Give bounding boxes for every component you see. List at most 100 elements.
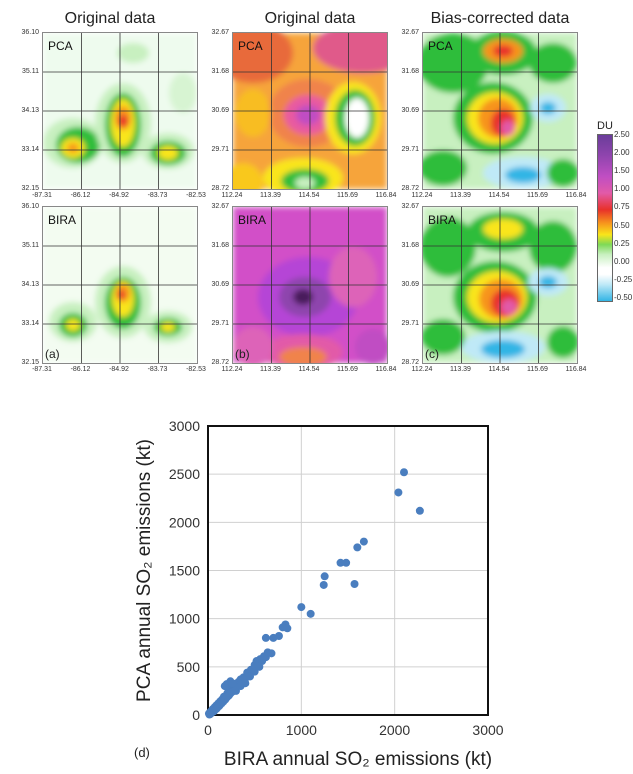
data-point: [255, 662, 264, 671]
data-point: [415, 506, 424, 515]
data-point: [241, 679, 250, 688]
colorbar-tick-label: 1.50: [614, 166, 630, 176]
y-tick-label: 33.14: [21, 320, 39, 327]
data-point: [342, 558, 351, 567]
panel-letter: (a): [45, 347, 60, 361]
panel-label: BIRA: [428, 213, 457, 227]
panel-label: BIRA: [48, 213, 77, 227]
x-tick-label: 115.69: [527, 192, 548, 199]
colorbar-tick-label: 0.75: [614, 202, 630, 212]
x-tick-label: -86.12: [70, 366, 91, 373]
x-tick-label: -82.53: [186, 366, 206, 373]
colorbar-tick-label: -0.50: [614, 292, 633, 302]
data-point: [336, 558, 345, 567]
x-tick-label: 1000: [286, 722, 317, 738]
heatmap-panel-a-pca: PCA: [42, 32, 198, 190]
y-tick-label: 34.13: [21, 107, 39, 114]
x-tick-label: 113.39: [450, 366, 471, 373]
y-tick-label: 2000: [169, 514, 200, 530]
heatmap-panel-a-bira: BIRA (a): [42, 206, 198, 364]
y-tick-label: 36.10: [21, 29, 39, 36]
data-point: [320, 572, 329, 581]
x-tick-label: -87.31: [32, 366, 52, 373]
y-tick-label: 29.71: [401, 146, 419, 153]
column-title-bias-corrected: Bias-corrected data: [430, 10, 570, 27]
heatmap-panel-c-pca: PCA: [422, 32, 578, 190]
x-tick-label: -86.12: [70, 192, 91, 199]
colorbar-tick-label: -0.25: [614, 274, 633, 284]
y-tick-label: 500: [177, 659, 201, 675]
data-point: [283, 624, 292, 633]
x-tick-label: 116.84: [375, 192, 397, 199]
y-tick-label: 31.68: [401, 68, 419, 75]
x-tick-label: 112.24: [221, 366, 243, 373]
y-tick-label: 30.69: [211, 107, 229, 114]
panel-letter: (b): [235, 347, 250, 361]
x-tick-label: -84.92: [109, 192, 129, 199]
y-tick-label: 32.67: [211, 29, 229, 36]
heatmap-panel-b-pca: PCA: [232, 32, 388, 190]
data-point: [297, 603, 306, 612]
y-tick-label: 31.68: [401, 242, 419, 249]
plot-frame: [207, 425, 489, 716]
y-tick-label: 29.71: [211, 320, 229, 327]
x-tick-label: -82.53: [186, 192, 206, 199]
colorbar-tick-label: 2.00: [614, 148, 630, 158]
x-tick-label: 114.54: [488, 366, 510, 373]
y-tick-label: 32.15: [21, 185, 39, 192]
colorbar: [597, 134, 613, 302]
data-point: [267, 649, 276, 658]
y-tick-label: 33.14: [21, 146, 39, 153]
x-tick-label: 116.84: [375, 366, 397, 373]
panel-label: PCA: [428, 39, 453, 53]
y-tick-label: 30.69: [401, 281, 419, 288]
x-tick-label: 115.69: [337, 366, 358, 373]
data-point: [359, 537, 368, 546]
x-tick-label: 114.54: [488, 192, 510, 199]
x-tick-label: 2000: [379, 722, 410, 738]
x-tick-label: 0: [204, 722, 212, 738]
column-title-original-1: Original data: [64, 10, 156, 27]
data-point: [350, 579, 359, 588]
y-tick-label: 36.10: [21, 203, 39, 210]
y-tick-label: 29.71: [211, 146, 229, 153]
y-axis-label: PCA annual SO₂ emissions (kt): [134, 439, 155, 702]
data-point: [306, 609, 315, 618]
y-tick-label: 32.67: [211, 203, 229, 210]
y-tick-label: 34.13: [21, 281, 39, 288]
x-tick-label: 112.24: [411, 366, 433, 373]
y-tick-label: 32.67: [401, 29, 419, 36]
column-title-original-2: Original data: [264, 10, 356, 27]
y-tick-label: 35.11: [22, 242, 39, 249]
y-tick-label: 1000: [169, 611, 200, 627]
y-tick-label: 3000: [169, 418, 200, 434]
x-tick-label: -83.73: [147, 192, 168, 199]
y-tick-label: 0: [192, 707, 200, 723]
heatmap-panel-b-bira: BIRA (b): [232, 206, 388, 364]
y-tick-label: 28.72: [211, 185, 229, 192]
colorbar-tick-label: 0.25: [614, 238, 630, 248]
heatmap-panel-c-bira: BIRA (c): [422, 206, 578, 364]
y-tick-label: 32.15: [21, 359, 39, 366]
colorbar-tick-label: 0.50: [614, 220, 630, 230]
data-point: [274, 632, 283, 641]
x-tick-label: 116.84: [565, 366, 587, 373]
x-tick-label: -87.31: [32, 192, 52, 199]
x-tick-label: 116.84: [565, 192, 587, 199]
y-tick-label: 32.67: [401, 203, 419, 210]
y-tick-label: 29.71: [401, 320, 419, 327]
x-tick-label: 115.69: [527, 366, 548, 373]
colorbar-tick-label: 2.50: [614, 130, 630, 139]
y-tick-label: 30.69: [401, 107, 419, 114]
panel-letter-d: (d): [134, 745, 150, 760]
x-tick-label: 114.54: [298, 366, 320, 373]
data-point: [220, 682, 229, 691]
y-tick-label: 28.72: [401, 359, 419, 366]
y-tick-label: 31.68: [211, 242, 229, 249]
panel-label: PCA: [48, 39, 73, 53]
x-tick-label: 112.24: [221, 192, 243, 199]
y-tick-label: 2500: [169, 466, 200, 482]
data-point: [400, 468, 408, 477]
colorbar-title: DU: [597, 120, 613, 132]
x-tick-label: 112.24: [411, 192, 433, 199]
